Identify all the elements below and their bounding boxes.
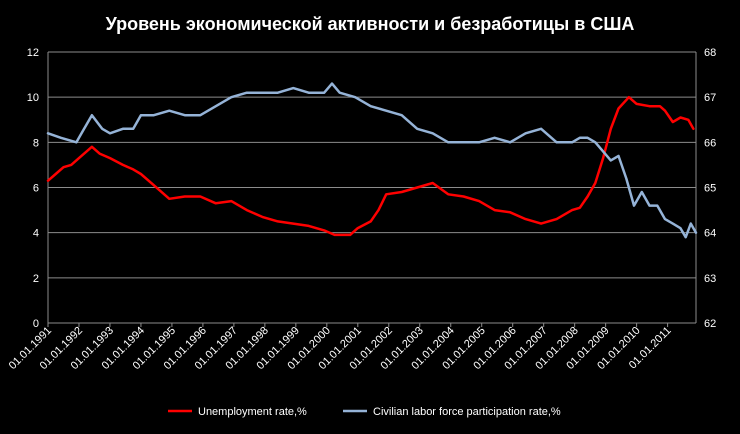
grid-layer <box>48 51 696 324</box>
y-right-tick-label: 68 <box>704 47 716 59</box>
series-layer <box>46 82 698 239</box>
legend: Unemployment rate,% Civilian labor force … <box>168 406 561 418</box>
series-line-1 <box>46 82 698 239</box>
legend-label-0: Unemployment rate,% <box>198 406 307 418</box>
y-left-tick-label: 6 <box>33 183 39 195</box>
y-left-tick-label: 0 <box>33 318 39 330</box>
legend-label-1: Civilian labor force participation rate,… <box>373 406 561 418</box>
chart-title: Уровень экономической активности и безра… <box>106 14 635 34</box>
y-left-tick-label: 10 <box>27 92 39 104</box>
y-right-tick-label: 67 <box>704 92 716 104</box>
y-right-tick-label: 63 <box>704 273 716 285</box>
series-line-0 <box>46 95 695 237</box>
y-left-tick-label: 8 <box>33 137 39 149</box>
y-right-tick-label: 64 <box>704 228 716 240</box>
y-left-tick-label: 2 <box>33 273 39 285</box>
y-right-tick-label: 62 <box>704 318 716 330</box>
y-left-tick-label: 4 <box>33 228 39 240</box>
y-right-tick-label: 66 <box>704 137 716 149</box>
y-left-tick-label: 12 <box>27 47 39 59</box>
y-right-tick-label: 65 <box>704 183 716 195</box>
